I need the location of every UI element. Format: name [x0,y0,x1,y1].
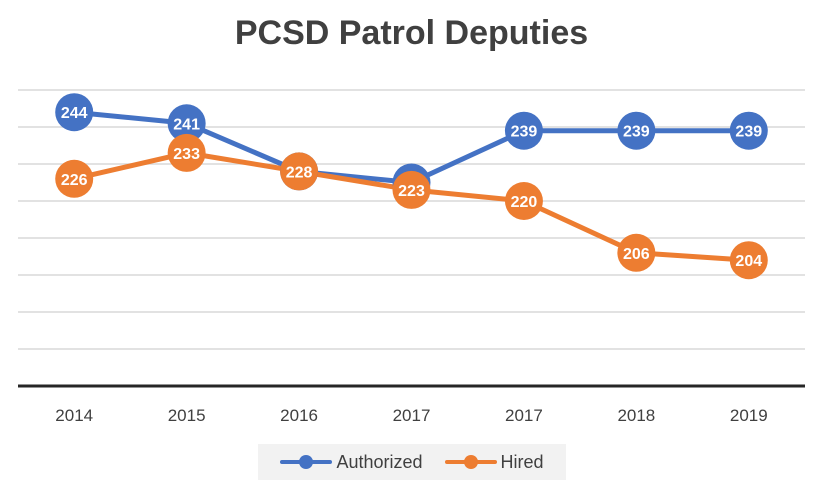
legend-item-hired[interactable]: Hired [444,451,544,473]
x-tick-label: 2014 [55,406,93,425]
data-point-hired [280,152,319,191]
chart-title: PCSD Patrol Deputies [234,14,589,52]
legend-item-authorized[interactable]: Authorized [280,451,423,473]
x-tick-labels: 2014 2015 2016 2017 2017 2018 2019 [55,406,767,425]
legend-swatch-hired [444,454,497,470]
data-point-hired [55,159,94,198]
data-label: 241 [173,116,200,133]
data-point-authorized [504,111,543,150]
data-point-authorized [617,111,656,150]
data-label: 223 [398,183,425,200]
x-tick-label: 2015 [168,406,206,425]
data-label: 206 [623,246,650,263]
data-label: 228 [286,164,313,181]
x-tick-label: 2016 [280,406,318,425]
x-tick-label: 2019 [730,406,768,425]
data-point-hired [167,133,206,172]
data-label: 239 [735,124,762,141]
data-label: 204 [735,253,762,270]
data-point-hired [729,241,768,280]
data-label: 220 [511,194,538,211]
data-point-authorized [167,104,206,143]
data-point-authorized [55,93,94,132]
data-label: 239 [623,124,650,141]
data-label: 233 [173,146,200,163]
data-point-hired [504,182,543,220]
x-tick-label: 2017 [393,406,431,425]
data-point-authorized [729,111,768,150]
data-points: 2442412282252392392392262332282232202062… [55,93,768,280]
legend: Authorized Hired [258,444,566,480]
data-label: 244 [61,105,88,122]
data-label: 239 [511,124,538,141]
legend-label-authorized: Authorized [336,451,423,472]
x-tick-label: 2017 [505,406,543,425]
legend-label-hired: Hired [500,451,544,472]
data-point-hired [617,233,656,272]
x-tick-label: 2018 [617,406,655,425]
legend-swatch-authorized [280,454,333,470]
data-point-hired [392,170,431,209]
data-label: 226 [61,172,88,189]
